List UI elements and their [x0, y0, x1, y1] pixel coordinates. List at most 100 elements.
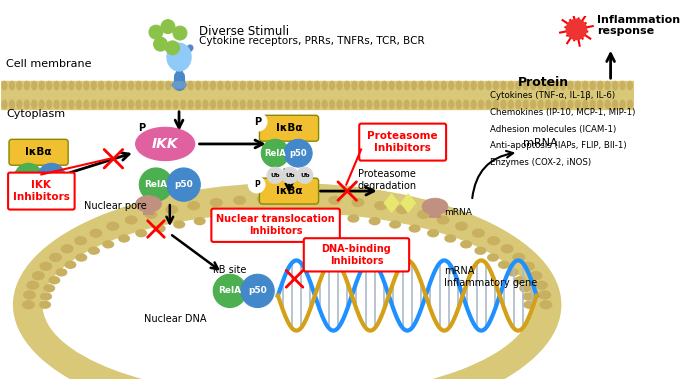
Ellipse shape: [118, 234, 130, 243]
Ellipse shape: [485, 81, 492, 91]
Ellipse shape: [26, 281, 39, 290]
Ellipse shape: [210, 100, 216, 109]
Ellipse shape: [232, 81, 238, 91]
Circle shape: [267, 167, 284, 184]
Text: p50: p50: [248, 287, 267, 296]
FancyBboxPatch shape: [9, 139, 68, 165]
Ellipse shape: [419, 81, 425, 91]
Ellipse shape: [22, 300, 35, 309]
Ellipse shape: [381, 81, 388, 91]
Ellipse shape: [165, 100, 171, 109]
Text: κB site: κB site: [213, 265, 247, 275]
Text: Protein: Protein: [518, 76, 569, 89]
Ellipse shape: [113, 100, 119, 109]
Ellipse shape: [135, 229, 147, 238]
Ellipse shape: [560, 81, 566, 91]
Ellipse shape: [292, 81, 298, 91]
Text: Cytoplasm: Cytoplasm: [6, 109, 65, 120]
Ellipse shape: [210, 81, 216, 91]
Ellipse shape: [202, 81, 209, 91]
Text: Ub: Ub: [271, 173, 280, 178]
Ellipse shape: [388, 100, 395, 109]
Ellipse shape: [329, 100, 335, 109]
Ellipse shape: [210, 198, 223, 207]
Ellipse shape: [463, 100, 469, 109]
Ellipse shape: [627, 81, 633, 91]
Text: P: P: [254, 117, 261, 127]
Ellipse shape: [172, 81, 186, 89]
Ellipse shape: [102, 240, 114, 249]
Bar: [143, 202, 154, 215]
Ellipse shape: [440, 100, 447, 109]
Text: RelA: RelA: [18, 173, 39, 182]
Ellipse shape: [493, 100, 499, 109]
Ellipse shape: [523, 100, 529, 109]
Ellipse shape: [247, 100, 253, 109]
Ellipse shape: [167, 43, 191, 71]
Ellipse shape: [493, 81, 499, 91]
Ellipse shape: [545, 100, 551, 109]
Ellipse shape: [530, 81, 536, 91]
Text: Cytokine receptors, PRRs, TNFRs, TCR, BCR: Cytokine receptors, PRRs, TNFRs, TCR, BC…: [199, 36, 425, 46]
Ellipse shape: [519, 284, 531, 292]
Ellipse shape: [136, 81, 142, 91]
Ellipse shape: [508, 81, 514, 91]
Ellipse shape: [427, 229, 439, 238]
Ellipse shape: [165, 205, 178, 214]
FancyBboxPatch shape: [260, 115, 319, 141]
Ellipse shape: [53, 100, 60, 109]
Ellipse shape: [448, 100, 454, 109]
Ellipse shape: [23, 290, 36, 299]
Ellipse shape: [344, 100, 350, 109]
Text: Cytokines (TNF-α, IL-1β, IL-6): Cytokines (TNF-α, IL-1β, IL-6): [490, 91, 616, 100]
Ellipse shape: [165, 81, 171, 91]
Ellipse shape: [487, 253, 499, 262]
Ellipse shape: [49, 253, 62, 262]
Ellipse shape: [55, 268, 67, 276]
Ellipse shape: [560, 100, 566, 109]
Ellipse shape: [403, 81, 410, 91]
Ellipse shape: [475, 247, 486, 255]
Ellipse shape: [619, 100, 625, 109]
Ellipse shape: [604, 100, 611, 109]
Ellipse shape: [292, 100, 298, 109]
Bar: [1, 81, 634, 109]
Ellipse shape: [88, 247, 100, 255]
Ellipse shape: [303, 211, 316, 220]
Circle shape: [284, 139, 312, 167]
Ellipse shape: [463, 81, 469, 91]
Ellipse shape: [597, 100, 603, 109]
Ellipse shape: [105, 81, 112, 91]
Circle shape: [566, 19, 586, 40]
Ellipse shape: [307, 100, 313, 109]
Ellipse shape: [530, 271, 543, 280]
Text: p50: p50: [174, 180, 193, 189]
Ellipse shape: [254, 100, 261, 109]
Ellipse shape: [281, 211, 293, 219]
Ellipse shape: [150, 81, 157, 91]
Ellipse shape: [366, 81, 373, 91]
Ellipse shape: [388, 81, 395, 91]
Ellipse shape: [32, 271, 45, 280]
Ellipse shape: [180, 81, 186, 91]
FancyBboxPatch shape: [212, 209, 340, 242]
Ellipse shape: [46, 100, 52, 109]
Text: IKK: IKK: [152, 137, 179, 151]
Ellipse shape: [328, 196, 341, 205]
Ellipse shape: [597, 81, 603, 91]
Ellipse shape: [471, 100, 477, 109]
Ellipse shape: [515, 81, 521, 91]
Ellipse shape: [460, 240, 472, 249]
Circle shape: [139, 168, 173, 201]
Ellipse shape: [113, 81, 119, 91]
Ellipse shape: [121, 81, 127, 91]
Text: RelA: RelA: [219, 287, 241, 296]
Text: IKK
Inhibitors: IKK Inhibitors: [13, 180, 70, 202]
Circle shape: [161, 20, 175, 34]
Ellipse shape: [31, 81, 38, 91]
Ellipse shape: [31, 100, 38, 109]
Ellipse shape: [389, 220, 401, 229]
Ellipse shape: [9, 100, 15, 109]
Ellipse shape: [281, 194, 294, 203]
Circle shape: [38, 163, 65, 191]
